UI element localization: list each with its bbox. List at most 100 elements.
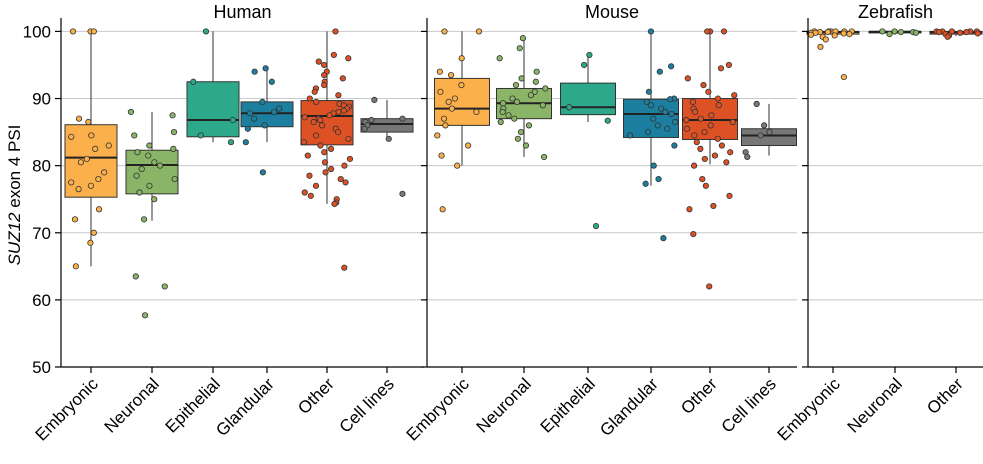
data-point	[807, 31, 815, 38]
data-point	[496, 55, 503, 62]
data-point	[531, 88, 538, 95]
data-point	[711, 152, 719, 159]
data-point	[697, 145, 704, 152]
data-point	[879, 28, 886, 35]
data-point	[246, 110, 254, 117]
data-point	[566, 104, 573, 111]
data-point	[683, 116, 690, 124]
data-point	[657, 105, 665, 112]
data-point	[604, 117, 611, 124]
data-point	[326, 112, 333, 119]
data-point	[541, 153, 548, 161]
data-point	[442, 122, 449, 129]
data-point	[840, 30, 847, 37]
data-point	[346, 155, 354, 163]
data-point	[671, 142, 678, 149]
data-point	[146, 182, 153, 189]
data-point	[824, 28, 831, 36]
data-point	[68, 133, 75, 140]
data-point	[974, 30, 981, 37]
data-point	[313, 98, 320, 105]
label-layer: 5060708090100HumanEmbryonicNeuronalEpith…	[5, 2, 967, 445]
y-tick-label: 70	[32, 224, 51, 243]
data-point	[822, 36, 829, 43]
data-point	[306, 95, 313, 102]
data-point	[312, 132, 320, 139]
data-point	[399, 115, 406, 122]
data-point	[151, 159, 158, 166]
data-point	[656, 68, 663, 75]
data-point	[757, 132, 764, 139]
data-point	[731, 92, 738, 99]
x-tick-label: Other	[923, 374, 967, 418]
data-point	[90, 28, 97, 35]
data-point	[704, 28, 711, 35]
data-point	[242, 139, 249, 146]
data-point	[318, 122, 326, 129]
data-point	[87, 239, 94, 246]
data-point	[592, 222, 600, 230]
data-point	[315, 58, 322, 65]
data-point	[451, 95, 458, 102]
data-point	[306, 172, 313, 179]
data-point	[87, 182, 95, 189]
data-point	[170, 145, 177, 152]
data-point	[497, 118, 504, 126]
data-point	[301, 189, 308, 196]
data-point	[259, 98, 266, 105]
data-point	[532, 78, 539, 85]
data-point	[229, 116, 237, 124]
data-point	[361, 125, 368, 132]
data-point	[645, 88, 653, 95]
data-point	[95, 175, 102, 183]
data-point	[705, 88, 712, 95]
data-point	[437, 88, 444, 95]
data-point	[69, 28, 77, 35]
data-point	[436, 68, 443, 75]
box-cell-lines	[360, 118, 414, 133]
data-point	[85, 118, 92, 126]
data-point	[509, 95, 516, 102]
data-point	[140, 216, 148, 223]
y-tick-label: 90	[32, 90, 51, 109]
data-point	[341, 264, 348, 271]
x-tick-label: Epithelial	[537, 374, 599, 436]
data-point	[707, 122, 714, 129]
data-point	[90, 229, 97, 236]
data-point	[271, 108, 278, 116]
data-point	[330, 51, 337, 59]
data-point	[723, 159, 730, 166]
data-point	[321, 149, 328, 156]
data-point	[92, 145, 99, 152]
data-point	[897, 28, 905, 36]
data-point	[647, 28, 655, 35]
data-point	[321, 71, 328, 79]
panel-title: Zebrafish	[858, 2, 933, 22]
data-point	[337, 175, 344, 183]
y-tick-label: 100	[23, 22, 51, 41]
data-point	[699, 175, 706, 183]
data-point	[75, 115, 83, 122]
data-point	[667, 96, 674, 103]
x-tick-label: Neuronal	[101, 374, 163, 436]
data-point	[439, 206, 446, 213]
point-layer	[68, 28, 981, 319]
data-point	[127, 108, 135, 116]
grid-layer	[61, 30, 983, 301]
data-point	[668, 110, 675, 118]
data-point	[331, 200, 338, 208]
data-point	[690, 231, 697, 238]
data-point	[527, 92, 534, 99]
data-point	[101, 169, 108, 176]
data-point	[512, 82, 520, 89]
data-point	[718, 142, 725, 149]
data-point	[505, 112, 512, 119]
data-point	[701, 128, 708, 136]
data-point	[686, 206, 693, 213]
data-point	[935, 28, 942, 36]
data-point	[399, 190, 406, 197]
y-axis-label: SUZ12 exon 4 PSI	[5, 125, 24, 266]
data-point	[542, 85, 549, 92]
data-point	[650, 162, 657, 169]
